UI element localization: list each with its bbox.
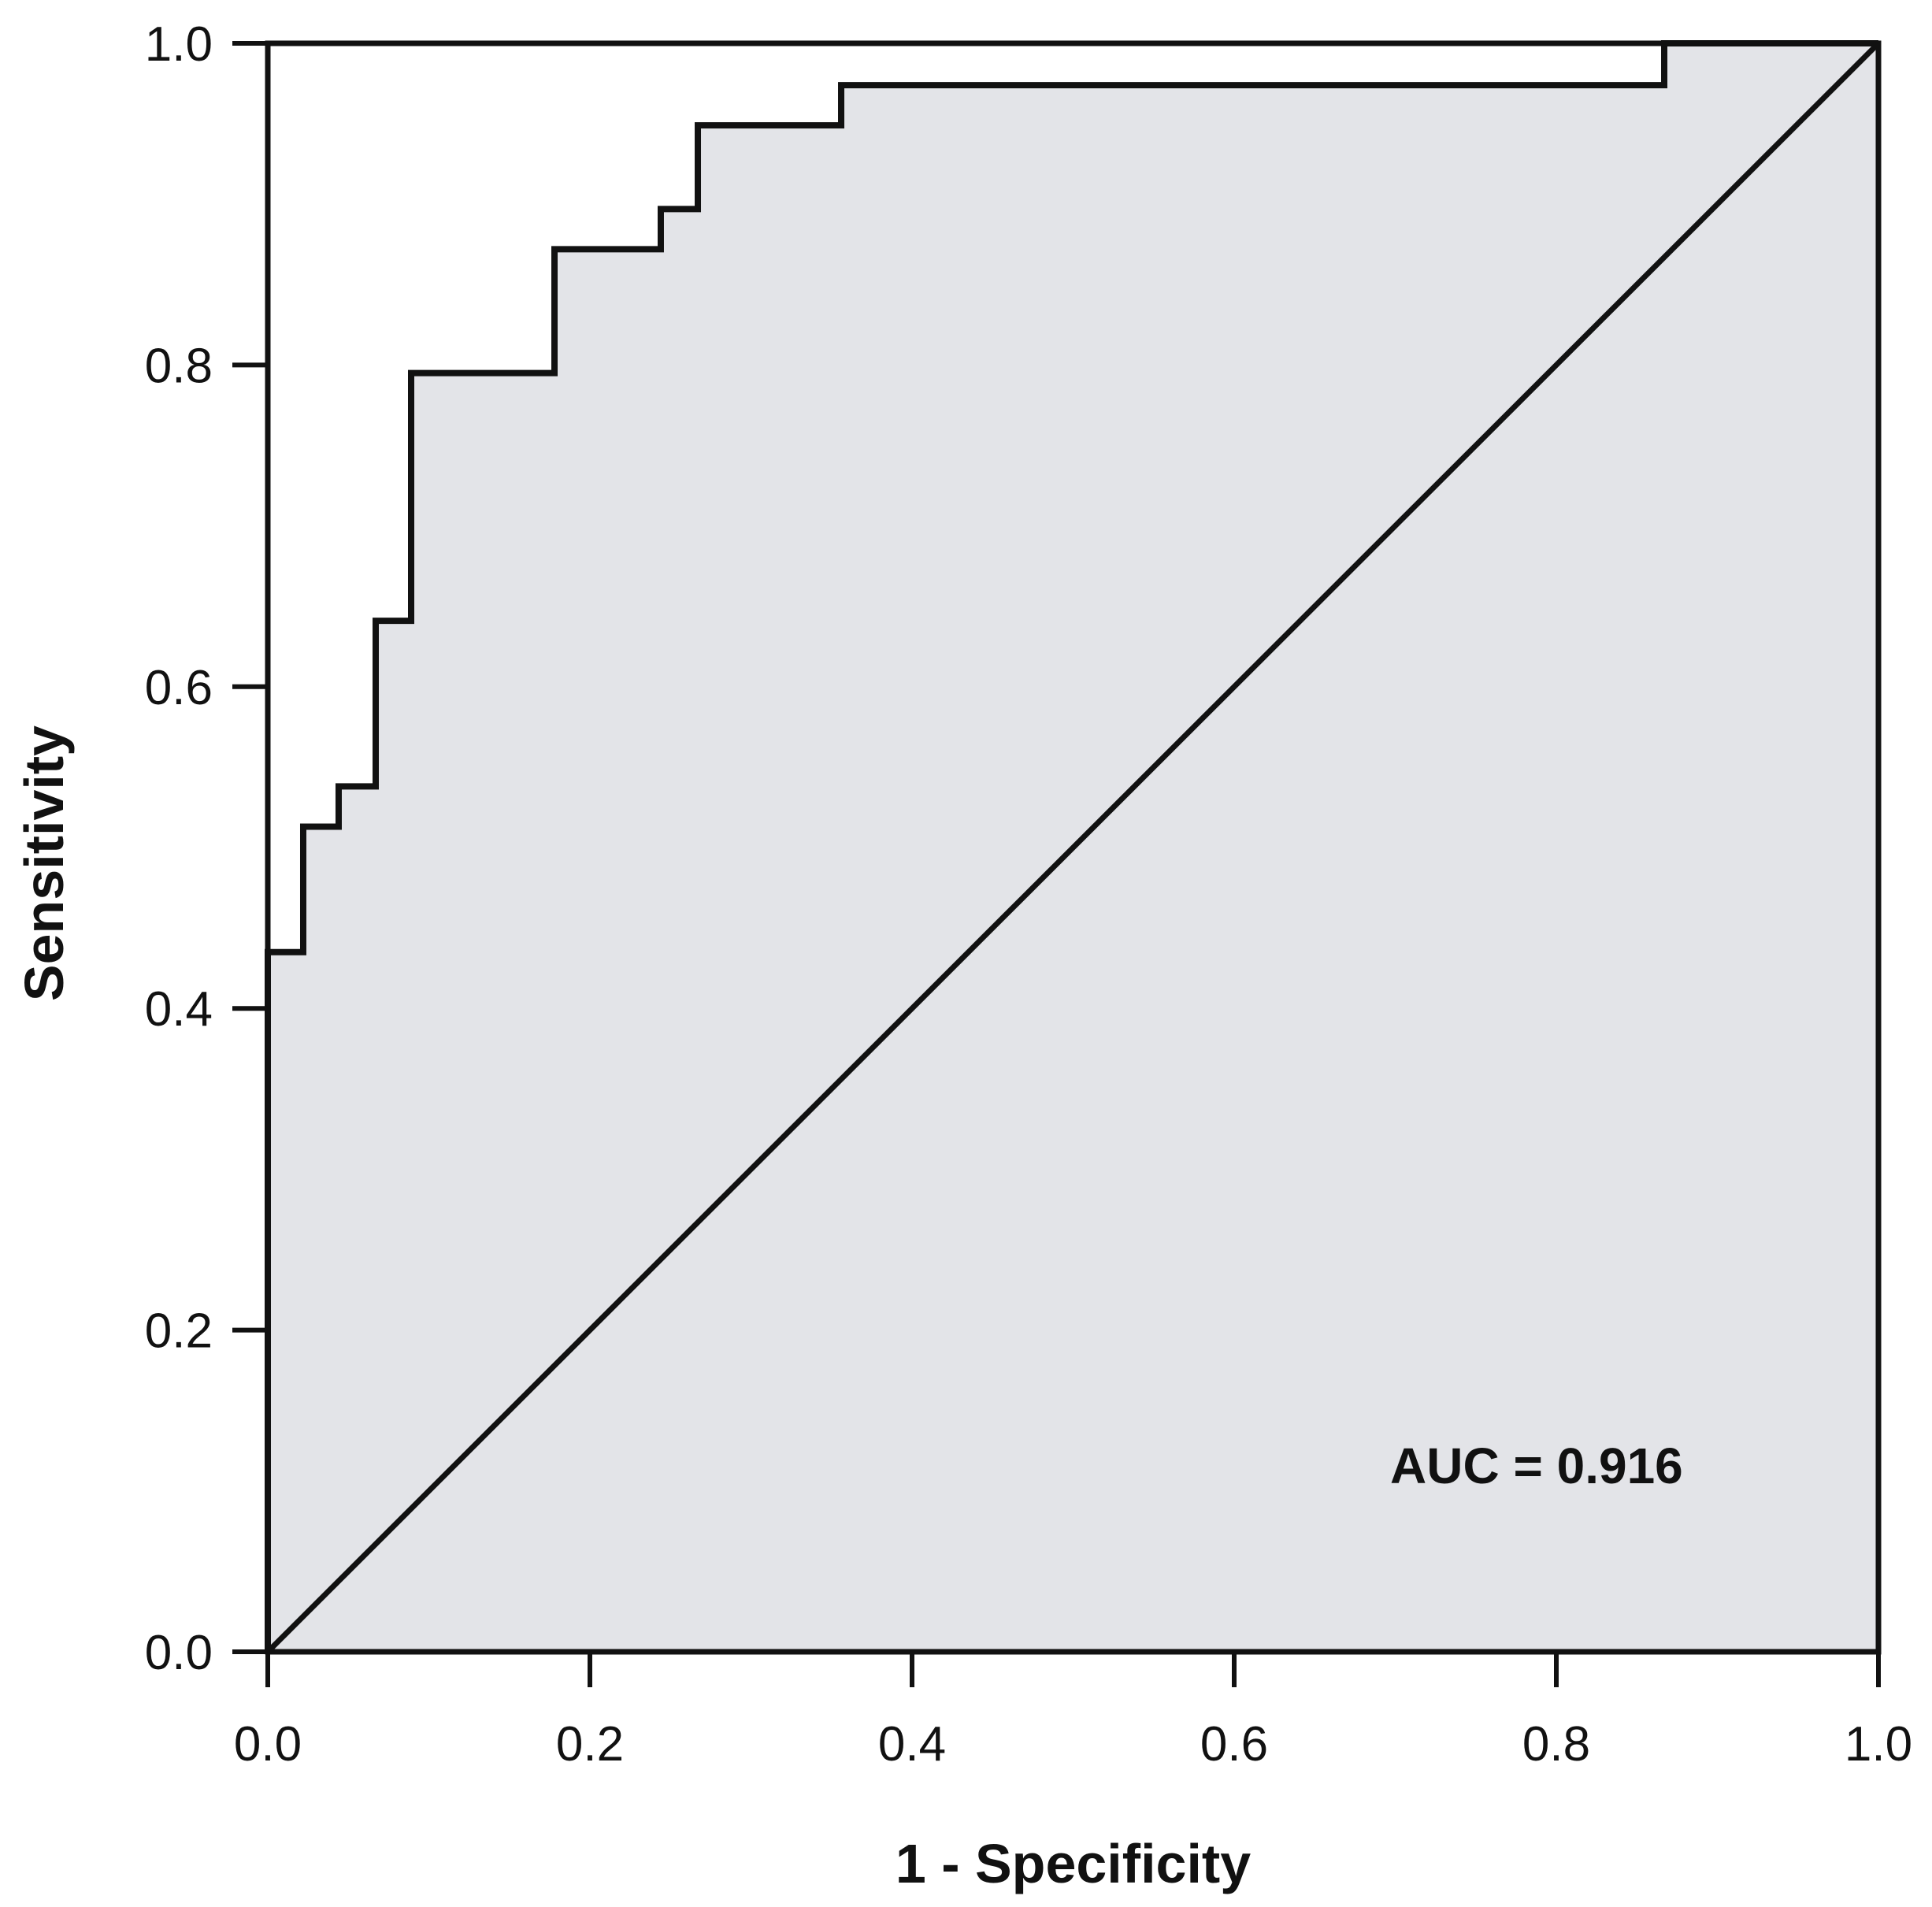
- x-tick-label: 0.4: [878, 1717, 946, 1772]
- y-tick-label: 0.4: [145, 982, 213, 1037]
- plot-frame: [265, 40, 1882, 1655]
- y-tick-label: 0.8: [145, 339, 213, 393]
- x-tick-label: 0.8: [1522, 1717, 1590, 1772]
- y-axis-title: Sensitivity: [13, 725, 75, 1001]
- x-tick-label: 0.2: [556, 1717, 624, 1772]
- x-axis-title: 1 - Specificity: [896, 1833, 1251, 1894]
- plot-frame-layer: [265, 40, 1882, 1655]
- x-tick-label: 0.6: [1200, 1717, 1268, 1772]
- reference-diagonal-line: [265, 41, 1881, 1654]
- tick-label-layer: 0.0 0.2 0.4 0.6 0.8 1.0 0.0 0.2 0.4 0.6 0.8 1.0: [145, 17, 1912, 1772]
- curve-layer: [265, 40, 1881, 1654]
- x-tick-label: 1.0: [1845, 1717, 1912, 1772]
- y-tick-label: 0.6: [145, 661, 213, 715]
- y-tick-label: 1.0: [145, 17, 213, 72]
- roc-curve: [265, 40, 1878, 1652]
- y-tick-label: 0.2: [145, 1304, 213, 1359]
- tick-layer: [232, 41, 1881, 1687]
- auc-annotation: AUC = 0.916: [1390, 1438, 1683, 1494]
- y-tick-label: 0.0: [145, 1626, 213, 1680]
- x-tick-label: 0.0: [234, 1717, 302, 1772]
